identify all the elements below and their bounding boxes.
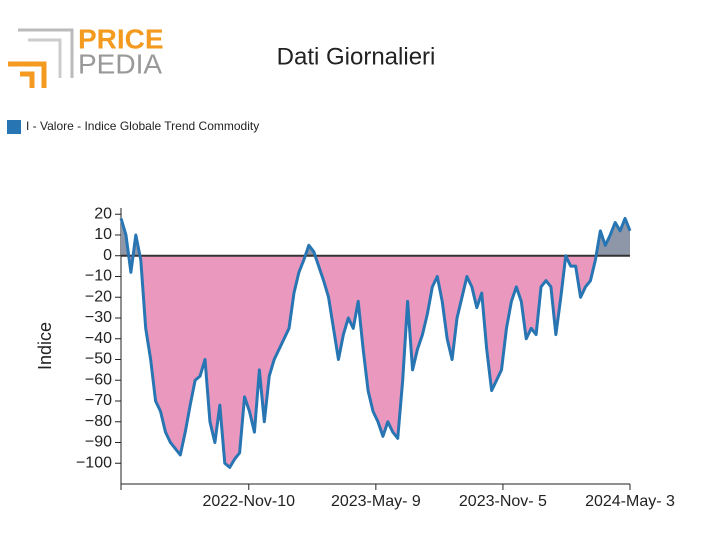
x-tick-label: 2024-May- 3 xyxy=(585,493,675,510)
y-tick-label: −60 xyxy=(85,371,112,388)
legend-label: I - Valore - Indice Globale Trend Commod… xyxy=(26,119,259,133)
y-tick-label: −50 xyxy=(85,351,112,368)
legend-swatch xyxy=(7,120,21,134)
y-tick-label: −90 xyxy=(85,434,112,451)
y-tick-label: −20 xyxy=(85,288,112,305)
chart-title: Dati Giornalieri xyxy=(277,43,436,70)
series-line xyxy=(119,216,632,469)
y-tick-label: −100 xyxy=(76,454,112,471)
y-tick-label: 20 xyxy=(94,205,112,222)
y-tick-label: 0 xyxy=(103,247,112,264)
y-tick-label: −70 xyxy=(85,392,112,409)
x-tick-label: 2023-Nov- 5 xyxy=(459,493,547,510)
y-tick-label: 10 xyxy=(94,226,112,243)
y-tick-label: −10 xyxy=(85,268,112,285)
x-tick-label: 2023-May- 9 xyxy=(331,493,421,510)
x-tick-label: 2022-Nov-10 xyxy=(203,493,296,510)
logo-bottom: PEDIA xyxy=(78,48,162,79)
y-tick-label: −40 xyxy=(85,330,112,347)
logo-top: PRICE xyxy=(78,23,164,54)
y-tick-label: −30 xyxy=(85,309,112,326)
logo: PRICE PEDIA xyxy=(8,23,164,88)
y-tick-label: −80 xyxy=(85,413,112,430)
y-axis-label: Indice xyxy=(35,322,55,370)
negative-area xyxy=(128,255,597,468)
